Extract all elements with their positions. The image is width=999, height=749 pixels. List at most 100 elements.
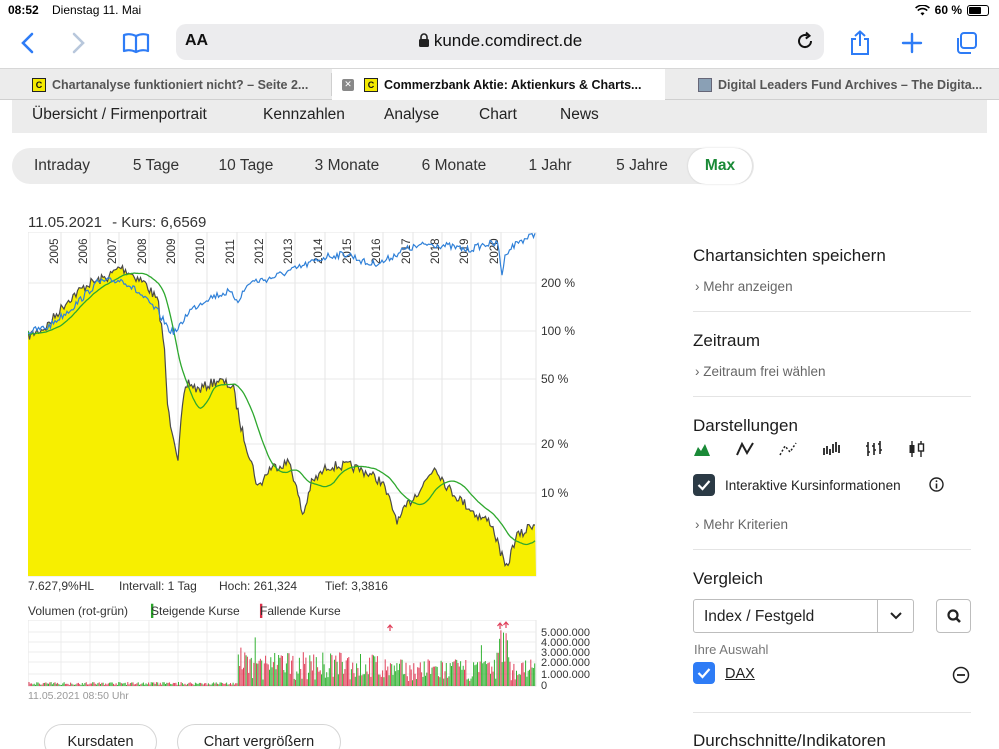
interactive-info-checkbox[interactable] [693, 474, 715, 496]
period-intraday[interactable]: Intraday [33, 157, 90, 174]
period-10-tage[interactable]: 10 Tage [218, 157, 274, 174]
ohlc-chart-icon[interactable] [865, 440, 883, 458]
checkbox-checked-icon [693, 474, 715, 496]
volume-tick-label: 0 [541, 680, 547, 690]
chevron-down-icon [877, 600, 913, 632]
url-text: kunde.comdirect.de [433, 31, 583, 50]
custom-range-link[interactable]: › Zeitraum frei wählen [695, 364, 826, 379]
new-tab-icon[interactable] [897, 28, 927, 58]
search-icon [947, 609, 961, 623]
price-area [28, 265, 536, 576]
x-tick-label: 2012 [254, 238, 266, 264]
x-tick-label: 2014 [313, 238, 325, 264]
divider [693, 396, 971, 397]
browser-tab-1[interactable]: C Chartanalyse funktioniert nicht? – Sei… [0, 69, 332, 100]
chevron-right-icon: › [695, 364, 700, 379]
period-1-jahr[interactable]: 1 Jahr [528, 157, 572, 174]
y-tick-label: 10 % [541, 486, 569, 500]
x-tick-label: 2009 [166, 238, 178, 264]
dot-line-chart-icon[interactable] [779, 440, 797, 458]
address-bar[interactable]: AA kunde.comdirect.de [176, 24, 824, 60]
text-size-button[interactable]: AA [185, 32, 209, 49]
nav-kennzahlen[interactable]: Kennzahlen [263, 106, 345, 123]
chart-low: Tief: 3,3816 [325, 579, 388, 593]
y-tick-label: 200 % [541, 276, 575, 290]
more-link[interactable]: › Mehr anzeigen [695, 279, 793, 294]
volume-chart[interactable]: 5.000.0004.000.0003.000.0002.000.0001.00… [28, 620, 600, 690]
chevron-right-icon: › [695, 279, 700, 294]
kursdaten-button[interactable]: Kursdaten [44, 724, 157, 749]
divider [693, 549, 971, 550]
period-6-monate[interactable]: 6 Monate [421, 157, 487, 174]
compare-select[interactable]: Index / Festgeld [693, 599, 914, 633]
divider [693, 311, 971, 312]
volume-tick-label: 4.000.000 [541, 637, 590, 649]
share-icon[interactable] [845, 28, 875, 58]
chevron-right-icon: › [695, 517, 700, 532]
mountain-chart-icon[interactable] [693, 440, 711, 458]
volume-tick-label: 5.000.000 [541, 627, 590, 639]
price-line [28, 263, 536, 568]
tab-title: Chartanalyse funktioniert nicht? – Seite… [52, 77, 309, 92]
candlestick-chart-icon[interactable] [908, 440, 926, 458]
y-tick-label: 20 % [541, 437, 569, 451]
period-5-jahre[interactable]: 5 Jahre [616, 157, 668, 174]
info-icon[interactable] [929, 477, 944, 492]
nav-analyse[interactable]: Analyse [384, 106, 440, 123]
x-tick-label: 2017 [401, 238, 413, 264]
overflow-arrow-icon [503, 621, 509, 628]
dax-link[interactable]: DAX [725, 666, 755, 682]
volume-label: Volumen (rot-grün) [28, 604, 129, 618]
forward-icon[interactable] [64, 28, 94, 58]
close-tab-icon[interactable]: ✕ [342, 78, 354, 91]
battery-icon [967, 4, 989, 16]
volume-up-marker: ▎ [151, 604, 161, 618]
x-tick-label: 2008 [137, 238, 149, 264]
browser-tab-2[interactable]: ✕ C Commerzbank Aktie: Aktienkurs & Char… [332, 69, 665, 100]
compare-title: Vergleich [693, 569, 763, 588]
chart-enlarge-button[interactable]: Chart vergrößern [177, 724, 341, 749]
selection-label: Ihre Auswahl [694, 642, 769, 657]
reload-icon[interactable] [794, 30, 816, 52]
compare-search-button[interactable] [936, 599, 971, 633]
dax-checkbox[interactable] [693, 662, 715, 684]
index-line [28, 232, 536, 335]
tabs-overview-icon[interactable] [951, 28, 981, 58]
period-5-tage[interactable]: 5 Tage [132, 157, 180, 174]
interactive-info-label: Interaktive Kursinformationen [725, 478, 901, 493]
back-icon[interactable] [12, 28, 42, 58]
bookmarks-icon[interactable] [121, 28, 151, 58]
nav-chart[interactable]: Chart [479, 106, 517, 123]
line-chart-icon[interactable] [736, 440, 754, 458]
browser-tab-3[interactable]: Digital Leaders Fund Archives – The Digi… [665, 69, 999, 100]
period-3-monate[interactable]: 3 Monate [314, 157, 380, 174]
volume-tick-label: 3.000.000 [541, 647, 590, 659]
x-tick-label: 2011 [225, 239, 237, 264]
status-date: Dienstag 11. Mai [52, 3, 142, 17]
comdirect-favicon-icon: C [32, 77, 46, 92]
wifi-icon [914, 4, 930, 15]
browser-toolbar: AA kunde.comdirect.de [0, 20, 999, 66]
x-tick-label: 2007 [107, 238, 119, 264]
x-tick-label: 2013 [283, 238, 295, 264]
more-criteria-link[interactable]: › Mehr Kriterien [695, 517, 788, 532]
range-title: Zeitraum [693, 331, 761, 350]
y-tick-label: 100 % [541, 324, 575, 338]
section-nav: Übersicht / Firmenportrait Kennzahlen An… [12, 100, 987, 133]
more-link-label: Mehr anzeigen [703, 279, 793, 294]
volume-down-marker: ▎ [260, 604, 270, 618]
period-max[interactable]: Max [688, 148, 752, 184]
price-chart[interactable]: 2005 2006 2007 2008 2009 2010 2011 2012 2013 2014… [28, 232, 578, 578]
remove-circle-icon[interactable] [952, 666, 970, 684]
chart-header: 11.05.2021 - Kurs: 6,6569 [28, 214, 206, 231]
x-tick-label: 2018 [430, 238, 442, 264]
bar-chart-icon[interactable] [822, 440, 840, 458]
chart-interval: Intervall: 1 Tag [119, 579, 197, 593]
status-bar: 08:52 Dienstag 11. Mai 60 % [0, 0, 999, 20]
nav-news[interactable]: News [560, 106, 599, 123]
custom-range-label: Zeitraum frei wählen [703, 364, 826, 379]
tab-title: Digital Leaders Fund Archives – The Digi… [718, 77, 983, 92]
comdirect-favicon-icon: C [364, 77, 378, 92]
nav-overview[interactable]: Übersicht / Firmenportrait [32, 106, 207, 123]
